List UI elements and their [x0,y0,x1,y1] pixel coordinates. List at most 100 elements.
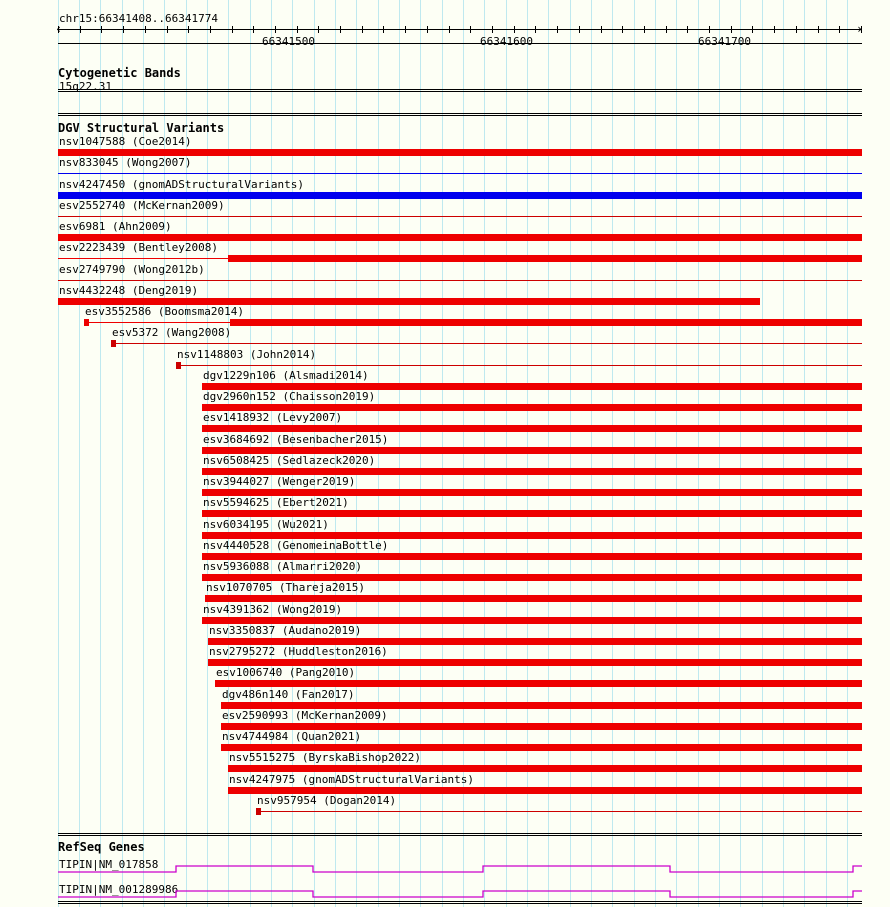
dgv-variant-bar[interactable] [221,744,862,751]
refseq-genes-title: RefSeq Genes [58,840,145,854]
dgv-variant-bar[interactable] [205,595,862,602]
dgv-variant-line[interactable] [176,365,862,366]
dgv-variant-label[interactable]: nsv5936088 (Almarri2020) [203,560,362,573]
ruler-tick [253,26,254,33]
dgv-variant-label[interactable]: esv3552586 (Boomsma2014) [85,305,244,318]
dgv-variant-label[interactable]: esv5372 (Wang2008) [112,326,232,339]
gridline-4 [143,0,144,907]
dgv-variant-label[interactable]: dgv1229n106 (Alsmadi2014) [203,369,369,382]
ruler-tick [80,26,81,33]
dgv-variant-label[interactable]: nsv3350837 (Audano2019) [209,624,362,637]
dgv-variant-line[interactable] [58,216,862,217]
ruler-tick [188,26,189,33]
dgv-variant-line[interactable] [58,258,228,259]
dgv-variant-bar[interactable] [202,489,862,496]
dgv-variant-label[interactable]: nsv6508425 (Sedlazeck2020) [203,454,376,467]
dgv-variant-label[interactable]: nsv4391362 (Wong2019) [203,603,343,616]
dgv-variant-bar[interactable] [221,702,862,709]
dgv-variant-label[interactable]: esv1418932 (Levy2007) [203,411,343,424]
refseq-gene-line[interactable] [58,860,862,876]
dgv-variant-label[interactable]: esv2749790 (Wong2012b) [59,263,205,276]
dgv-variant-line[interactable] [256,811,862,812]
gridline-6 [186,0,187,907]
dgv-variant-label[interactable]: nsv5594625 (Ebert2021) [203,496,349,509]
dgv-variant-start-marker[interactable] [111,340,116,347]
dgv-variant-line[interactable] [58,173,862,174]
dgv-variant-label[interactable]: nsv1148803 (John2014) [177,348,317,361]
dgv-variant-bar[interactable] [208,659,862,666]
ruler-tick [579,26,580,33]
dgv-variant-bar[interactable] [58,192,862,199]
ruler-tick [427,26,428,33]
dgv-variant-start-marker[interactable] [84,319,89,326]
refseq-gene-label[interactable]: TIPIN|NM_001289986 [59,883,179,896]
dgv-variant-label[interactable]: nsv1047588 (Coe2014) [59,135,192,148]
ruler-tick-label-0: 66341500 [262,35,315,48]
ruler-tick [818,26,819,33]
dgv-variant-bar[interactable] [58,234,862,241]
dgv-variant-bar[interactable] [202,468,862,475]
dgv-variant-line[interactable] [84,322,230,323]
gridline-2 [100,0,101,907]
dgv-variant-label[interactable]: esv1006740 (Pang2010) [216,666,356,679]
dgv-variant-bar[interactable] [202,447,862,454]
ruler-tick [666,26,667,33]
dgv-variant-label[interactable]: dgv486n140 (Fan2017) [222,688,355,701]
dgv-variant-bar[interactable] [202,617,862,624]
dgv-variant-label[interactable]: nsv4440528 (GenomeinaBottle) [203,539,389,552]
dgv-variant-line[interactable] [58,280,862,281]
separator-8 [58,903,862,904]
dgv-variant-label[interactable]: nsv4432248 (Deng2019) [59,284,199,297]
dgv-variant-start-marker[interactable] [176,362,181,369]
ruler-tick [275,26,276,33]
dgv-variant-bar[interactable] [58,149,862,156]
ruler-tick [297,26,298,33]
dgv-variant-start-marker[interactable] [256,808,261,815]
ruler-tick [839,26,840,33]
dgv-variant-label[interactable]: nsv957954 (Dogan2014) [257,794,397,807]
dgv-variant-label[interactable]: esv6981 (Ahn2009) [59,220,172,233]
ruler-tick [861,26,862,33]
locus-label: chr15:66341408..66341774 [59,12,218,25]
refseq-gene-label[interactable]: TIPIN|NM_017858 [59,858,159,871]
dgv-variant-bar[interactable] [58,298,760,305]
dgv-variant-label[interactable]: nsv3944027 (Wenger2019) [203,475,356,488]
dgv-variant-bar[interactable] [202,553,862,560]
dgv-variant-bar[interactable] [215,680,862,687]
dgv-variant-line[interactable] [111,343,862,344]
dgv-variant-label[interactable]: esv2590993 (McKernan2009) [222,709,388,722]
dgv-variant-bar[interactable] [230,319,862,326]
gridline-3 [122,0,123,907]
dgv-variant-label[interactable]: esv3684692 (Besenbacher2015) [203,433,389,446]
dgv-variant-label[interactable]: dgv2960n152 (Chaisson2019) [203,390,376,403]
ruler-right-arrow[interactable]: › [856,22,864,36]
dgv-variant-label[interactable]: esv2552740 (McKernan2009) [59,199,225,212]
dgv-variant-label[interactable]: nsv833045 (Wong2007) [59,156,192,169]
ruler-tick [622,26,623,33]
dgv-variant-bar[interactable] [202,425,862,432]
dgv-variant-bar[interactable] [202,510,862,517]
refseq-gene-line[interactable] [58,885,862,901]
ruler-tick [318,26,319,33]
dgv-variant-label[interactable]: nsv2795272 (Huddleston2016) [209,645,388,658]
dgv-variant-label[interactable]: nsv6034195 (Wu2021) [203,518,329,531]
separator-7 [58,901,862,902]
dgv-variant-bar[interactable] [228,765,862,772]
dgv-variant-bar[interactable] [202,532,862,539]
dgv-variant-bar[interactable] [202,574,862,581]
dgv-variant-label[interactable]: esv2223439 (Bentley2008) [59,241,218,254]
dgv-variant-bar[interactable] [228,255,862,262]
dgv-variant-label[interactable]: nsv4247975 (gnomADStructuralVariants) [229,773,475,786]
dgv-variant-label[interactable]: nsv4744984 (Quan2021) [222,730,362,743]
dgv-variant-label[interactable]: nsv1070705 (Thareja2015) [206,581,365,594]
separator-2 [58,91,862,92]
dgv-variant-bar[interactable] [202,383,862,390]
dgv-variant-label[interactable]: nsv4247450 (gnomADStructuralVariants) [59,178,305,191]
ruler-tick [687,26,688,33]
dgv-variant-bar[interactable] [221,723,862,730]
dgv-variant-bar[interactable] [228,787,862,794]
cytogenetic-band-label[interactable]: 15q22.31 [59,80,112,93]
dgv-variant-bar[interactable] [202,404,862,411]
dgv-variant-label[interactable]: nsv5515275 (ByrskaBishop2022) [229,751,422,764]
dgv-variant-bar[interactable] [208,638,862,645]
